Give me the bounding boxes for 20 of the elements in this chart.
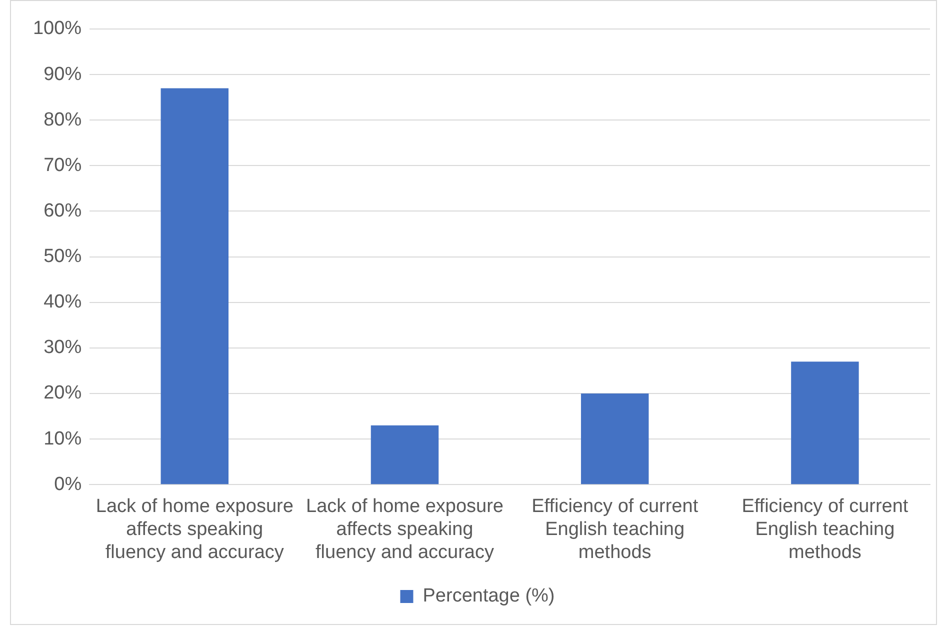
x-tick-label: Efficiency of current English teaching methods: [742, 496, 909, 563]
y-tick-label: 20%: [44, 382, 82, 404]
y-tick-label: 60%: [44, 200, 82, 222]
x-tick-label: Lack of home exposure affects speaking fluency and accuracy: [306, 496, 504, 563]
x-tick-label: Efficiency of current English teaching methods: [532, 496, 699, 563]
y-tick-label: 50%: [44, 246, 82, 268]
bar: [791, 362, 859, 484]
y-tick-label: 0%: [54, 474, 82, 495]
x-tick-label: Lack of home exposure affects speaking fluency and accuracy: [96, 496, 294, 563]
y-tick-label: 70%: [44, 154, 82, 176]
bar: [370, 425, 439, 484]
y-tick-label: 100%: [32, 18, 82, 40]
y-tick-label: 80%: [44, 109, 82, 130]
legend-label: Percentage (%): [422, 586, 555, 607]
y-tick-label: 10%: [44, 428, 82, 450]
y-tick-label: 30%: [44, 337, 82, 358]
y-tick-label: 90%: [44, 64, 82, 85]
y-tick-label: 40%: [44, 292, 82, 313]
bar: [580, 393, 649, 484]
bar: [160, 88, 229, 484]
